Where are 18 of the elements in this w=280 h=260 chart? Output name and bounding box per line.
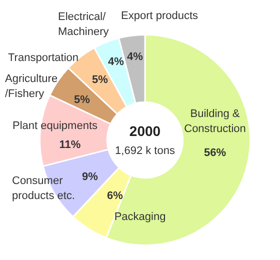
data-label: 4% [108, 56, 124, 68]
data-label: 5% [74, 94, 90, 106]
slice-label: Building & Construction [184, 108, 246, 136]
slice-label: Export products [121, 10, 199, 22]
slice-label: Packaging [114, 211, 166, 224]
data-label: 56% [204, 147, 226, 160]
slice-label: Transportation [8, 52, 79, 64]
data-label: 6% [107, 190, 124, 202]
data-label: 4% [127, 51, 144, 64]
data-label: 5% [92, 74, 108, 86]
slice-label: Electrical/Machinery [58, 11, 110, 38]
text: 2000 [129, 122, 161, 139]
data-label: 11% [59, 139, 81, 152]
text: 1,692 k tons [115, 145, 176, 158]
slice-label: Consumer products etc. [12, 175, 75, 202]
data-label: 9% [82, 171, 98, 184]
slice-label: Plant equipments [12, 120, 98, 132]
slice-label: Agriculture/Fishery [5, 73, 58, 100]
